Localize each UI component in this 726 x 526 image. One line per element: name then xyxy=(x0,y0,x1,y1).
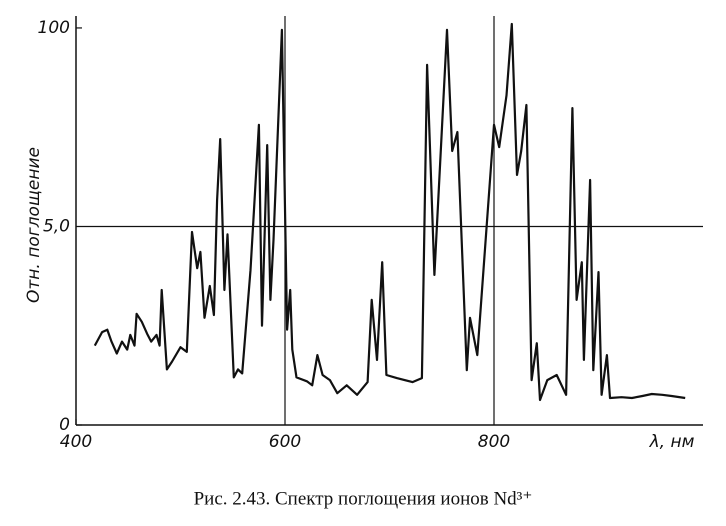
y-tick-label: 0 xyxy=(59,415,70,435)
y-tick-label: 5,0 xyxy=(43,216,70,236)
x-axis-label: λ, нм xyxy=(649,432,695,452)
caption: Рис. 2.43. Спектр поглощения ионов Nd³⁺ xyxy=(194,488,533,509)
x-tick-label: 400 xyxy=(60,432,92,452)
x-tick-label: 800 xyxy=(478,432,510,452)
spectrum-line xyxy=(93,22,686,402)
y-tick-label: 100 xyxy=(38,18,70,38)
y-axis-label: Отн. поглощение xyxy=(24,147,44,303)
x-tick-label: 600 xyxy=(269,432,301,452)
